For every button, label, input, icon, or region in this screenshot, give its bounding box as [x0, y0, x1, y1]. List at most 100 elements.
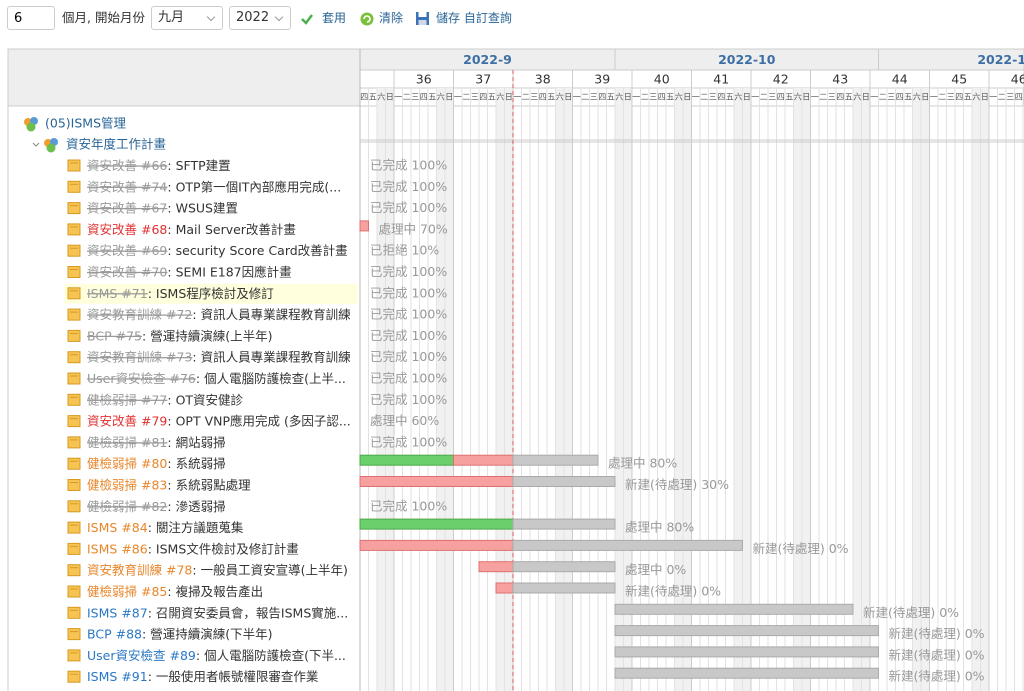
issue-separator: : [192, 349, 196, 364]
issue-status: 新建(待處理) 0% [753, 541, 849, 556]
issue-icon [67, 415, 81, 428]
issue-tracker: 資安改善 #70 [87, 264, 167, 279]
clear-button[interactable]: 清除 [379, 11, 404, 25]
weekday-label: 六 [913, 92, 921, 102]
weekday-label: 一 [989, 93, 997, 102]
weekday-label: 日 [683, 93, 691, 102]
weekday-label: 六 [675, 92, 683, 102]
bar-done [359, 518, 514, 530]
weekend-column [861, 88, 870, 691]
weekday-label: 日 [505, 93, 513, 102]
issue-separator: : [167, 264, 171, 279]
weekday-label: 日 [802, 93, 810, 102]
issue-label: User資安檢查 #76: 個人電腦防護檢查(上半... [87, 371, 346, 386]
issue-separator: : [142, 626, 146, 641]
issue-subject: SEMI E187因應計畫 [176, 264, 292, 279]
save-button[interactable]: 儲存 自訂查詢 [436, 11, 512, 25]
months-input[interactable] [7, 6, 55, 30]
weekday-label: 四 [539, 93, 547, 102]
weekday-label: 四 [360, 93, 368, 102]
weekday-label: 五 [785, 93, 793, 102]
issue-subject: WSUS建置 [176, 200, 238, 215]
weekday-label: 日 [921, 93, 929, 102]
bar-remaining [614, 603, 854, 615]
week-label: 44 [892, 72, 908, 87]
issue-tracker: 健檢弱掃 #83 [87, 477, 167, 492]
issue-subject: OPT VNP應用完成 (多因子認... [176, 413, 351, 428]
row-highlight [64, 283, 358, 304]
weekend-column [921, 88, 930, 691]
project-name: (05)ISMS管理 [45, 116, 126, 131]
weekday-label: 一 [811, 93, 819, 102]
weekend-column [623, 88, 632, 691]
issue-tracker: User資安檢查 #89 [87, 647, 196, 662]
issue-icon [67, 649, 81, 662]
expander [32, 142, 40, 147]
weekday-label: 四 [1015, 93, 1023, 102]
issue-status: 已拒絕 10% [370, 243, 439, 258]
issue-icon [67, 372, 81, 385]
issue-tracker: ISMS #87 [87, 605, 148, 620]
issue-status: 處理中 70% [379, 221, 448, 236]
apply-button[interactable]: 套用 [322, 11, 347, 25]
issue-icon [67, 606, 81, 619]
weekday-label: 六 [556, 92, 564, 102]
year-select[interactable]: 2022 [229, 6, 291, 30]
weekday-label: 日 [981, 93, 989, 102]
weekday-label: 三 [947, 93, 955, 102]
issue-label: 資安改善 #69: security Score Card改善計畫 [87, 243, 348, 258]
week-label: 38 [535, 72, 551, 87]
issue-tracker: BCP #75 [87, 328, 142, 343]
weekday-label: 五 [547, 93, 555, 102]
issue-tracker: 資安教育訓練 #72 [87, 307, 192, 322]
month-select[interactable]: 九月 [151, 6, 223, 30]
issue-label: ISMS #91: 一般使用者帳號權限審查作業 [87, 669, 319, 684]
issue-subject: 個人電腦防護檢查(下半... [204, 647, 346, 662]
issue-tracker: ISMS #86 [87, 541, 148, 556]
issue-label: 資安改善 #68: Mail Server改善計畫 [87, 221, 296, 236]
weekend-column [377, 88, 386, 691]
issue-label: BCP #75: 營運持續演練(上半年) [87, 328, 272, 343]
weekday-label: 三 [590, 93, 598, 102]
issue-status: 新建(待處理) 0% [625, 584, 721, 599]
apply-icon [301, 14, 313, 25]
issue-label: ISMS #71: ISMS程序檢討及修訂 [87, 285, 274, 300]
issue-label: 資安教育訓練 #72: 資訊人員專業課程教育訓練 [87, 307, 351, 322]
bar-remaining [512, 539, 743, 551]
issue-subject: ISMS程序檢討及修訂 [156, 285, 274, 300]
bar-late [478, 561, 514, 573]
weekend-column [496, 88, 505, 691]
issue-tracker: ISMS #71 [87, 285, 148, 300]
issue-icon [67, 670, 81, 683]
issue-separator: : [167, 498, 171, 513]
issue-subject: 個人電腦防護檢查(上半... [204, 371, 346, 386]
issue-status: 處理中 80% [625, 520, 694, 535]
project-icon [26, 122, 36, 132]
weekday-label: 四 [598, 93, 606, 102]
weekday-label: 五 [845, 93, 853, 102]
issue-separator: : [167, 179, 171, 194]
issue-separator: : [167, 477, 171, 492]
weekday-label: 五 [369, 93, 377, 102]
bar-remaining [614, 667, 879, 679]
weekday-label: 六 [615, 92, 623, 102]
issue-separator: : [196, 647, 200, 662]
issue-subject: 一般員工資安宣導(上半年) [201, 562, 348, 577]
issue-icon [67, 244, 81, 257]
week-label: 36 [416, 72, 432, 87]
weekday-label: 六 [377, 92, 385, 102]
issue-tracker: 資安改善 #79 [87, 413, 167, 428]
issue-status: 已完成 100% [370, 307, 447, 322]
weekday-label: 二 [998, 93, 1006, 102]
issue-separator: : [167, 413, 171, 428]
month-row [359, 48, 1024, 71]
weekend-column [793, 88, 802, 691]
issue-icon [67, 159, 81, 172]
weekday-label: 二 [641, 93, 649, 102]
issue-tracker: 健檢弱掃 #82 [87, 498, 167, 513]
issue-icon [67, 479, 81, 491]
issue-separator: : [167, 221, 171, 236]
issue-tracker: 資安改善 #68 [87, 221, 167, 236]
issue-subject: ISMS文件檢討及修訂計畫 [156, 541, 299, 556]
